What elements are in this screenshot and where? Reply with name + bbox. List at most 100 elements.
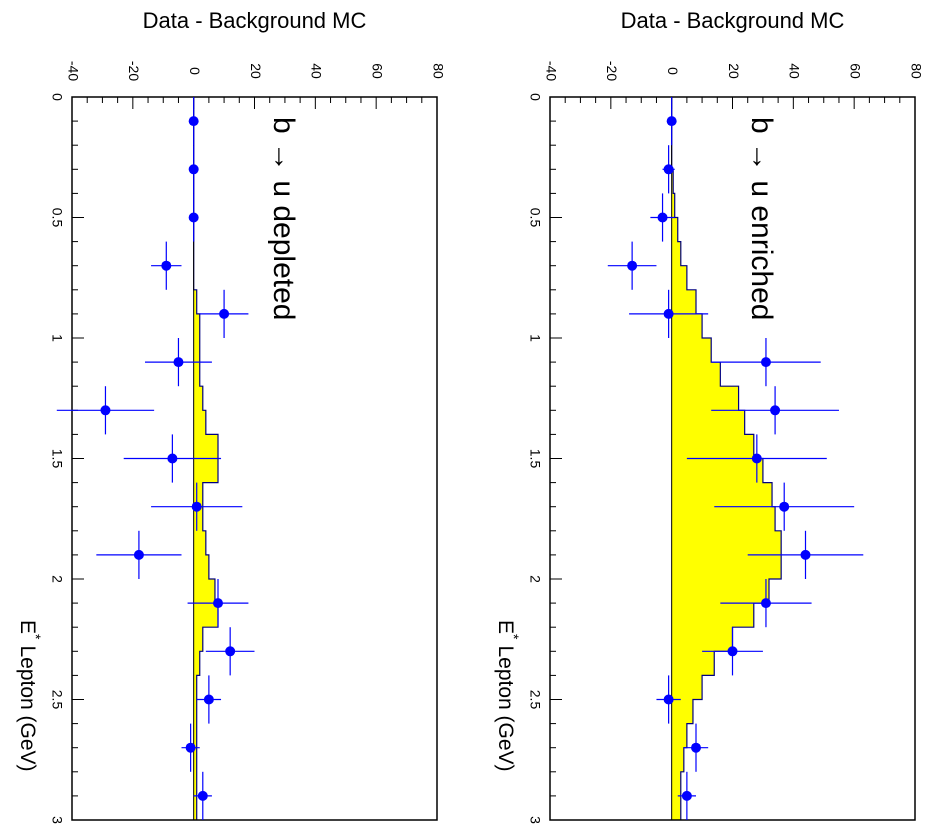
data-point-group — [188, 193, 199, 242]
energy-tick-label: 3 — [49, 816, 65, 824]
data-point-group — [720, 579, 812, 628]
data-point-group — [151, 241, 182, 290]
data-point — [197, 790, 208, 801]
energy-tick-label: 2.5 — [527, 690, 543, 710]
x-axis-label-main: E — [494, 620, 517, 634]
data-point-group — [607, 241, 657, 290]
data-point — [760, 598, 771, 609]
value-tick-label: 0 — [665, 67, 681, 75]
data-point-group — [188, 145, 199, 194]
data-point — [191, 501, 202, 512]
data-point — [185, 742, 196, 753]
data-point-group — [96, 530, 182, 579]
data-point-group — [199, 289, 249, 338]
value-tick-label: -40 — [65, 61, 81, 81]
x-axis-label-rest: Lepton (GeV) — [494, 645, 517, 771]
data-point — [173, 357, 184, 368]
data-point — [213, 598, 223, 609]
data-point-group — [196, 675, 222, 724]
data-point-group — [181, 723, 200, 772]
energy-tick-label: 2.5 — [49, 690, 65, 710]
data-point — [188, 164, 199, 175]
data-point — [167, 453, 178, 464]
data-point-group — [205, 627, 255, 676]
data-point-group — [711, 386, 839, 435]
x-axis-label-rest: Lepton (GeV) — [16, 645, 39, 771]
x-axis-label-sup: * — [28, 634, 44, 640]
chart-panel-1: -40 -20 0 20 40 60 80 0 0.5 1 1.5 2 2.5 3 b → u enrich… — [494, 8, 924, 824]
value-tick-label: 40 — [787, 63, 803, 79]
energy-tick-label: 3 — [527, 816, 543, 824]
data-point-group — [747, 530, 864, 579]
energy-tick-label: 1.5 — [49, 449, 65, 469]
data-point — [627, 260, 638, 271]
data-point — [691, 742, 701, 753]
data-point — [203, 694, 214, 705]
data-point — [663, 308, 674, 319]
data-point-group — [151, 482, 243, 531]
value-tick-label: 80 — [430, 63, 446, 79]
data-point-group — [666, 97, 677, 146]
value-tick-label: -20 — [604, 61, 620, 81]
y-axis-label: Data - Background MC — [143, 8, 367, 33]
energy-tick-label: 0 — [49, 93, 65, 101]
x-axis-label-main: E — [16, 620, 39, 634]
data-point — [161, 260, 172, 271]
data-point — [663, 694, 674, 705]
data-point-group — [714, 482, 855, 531]
data-point — [800, 549, 811, 560]
data-point — [188, 212, 199, 223]
data-point — [133, 549, 144, 560]
value-tick-label: 60 — [369, 63, 385, 79]
data-point-group — [629, 289, 709, 338]
data-point — [225, 646, 236, 657]
energy-tick-label: 1 — [527, 334, 543, 342]
data-point-group — [145, 338, 212, 387]
data-point — [727, 646, 738, 657]
energy-tick-label: 0 — [527, 93, 543, 101]
value-tick-label: 20 — [248, 63, 264, 79]
data-point — [657, 212, 668, 223]
data-point-group — [650, 193, 675, 242]
y-axis-label: Data - Background MC — [621, 8, 845, 33]
data-point-group — [656, 675, 681, 724]
value-tick-label: 0 — [187, 67, 203, 75]
data-point-group — [187, 579, 249, 628]
x-axis-label-sup: * — [506, 634, 522, 640]
data-point — [751, 453, 762, 464]
data-point — [100, 405, 111, 416]
chart-panel-2: -40 -20 0 20 40 60 80 0 0.5 1 1.5 2 2.5 3 b → u deplet… — [16, 8, 446, 824]
data-point — [770, 405, 781, 416]
energy-tick-label: 0.5 — [527, 208, 543, 228]
energy-tick-label: 2 — [49, 575, 65, 583]
data-point-group — [683, 723, 709, 772]
data-point — [666, 116, 677, 127]
data-point-group — [56, 386, 155, 435]
value-tick-label: 60 — [847, 63, 863, 79]
energy-tick-label: 2 — [527, 575, 543, 583]
panel-annotation: b → u depleted — [267, 117, 300, 320]
data-point-group — [677, 771, 696, 820]
data-point-group — [686, 434, 827, 483]
data-point — [219, 308, 230, 319]
value-tick-label: 40 — [309, 63, 325, 79]
data-point-group — [702, 627, 763, 676]
value-tick-label: -20 — [126, 61, 142, 81]
energy-tick-label: 0.5 — [49, 208, 65, 228]
value-tick-label: 80 — [908, 63, 924, 79]
x-axis-label: E* Lepton (GeV) — [494, 620, 522, 772]
panel-annotation: b → u enriched — [745, 117, 778, 320]
data-point-group — [711, 338, 821, 387]
data-point — [188, 116, 199, 127]
data-point — [760, 357, 771, 368]
energy-tick-label: 1 — [49, 334, 65, 342]
data-point-group — [193, 771, 212, 820]
energy-tick-label: 1.5 — [527, 449, 543, 469]
value-tick-label: 20 — [726, 63, 742, 79]
data-point — [663, 164, 674, 175]
data-point-group — [123, 434, 222, 483]
value-tick-label: -40 — [543, 61, 559, 81]
x-axis-label: E* Lepton (GeV) — [16, 620, 44, 772]
data-point-group — [662, 145, 675, 194]
